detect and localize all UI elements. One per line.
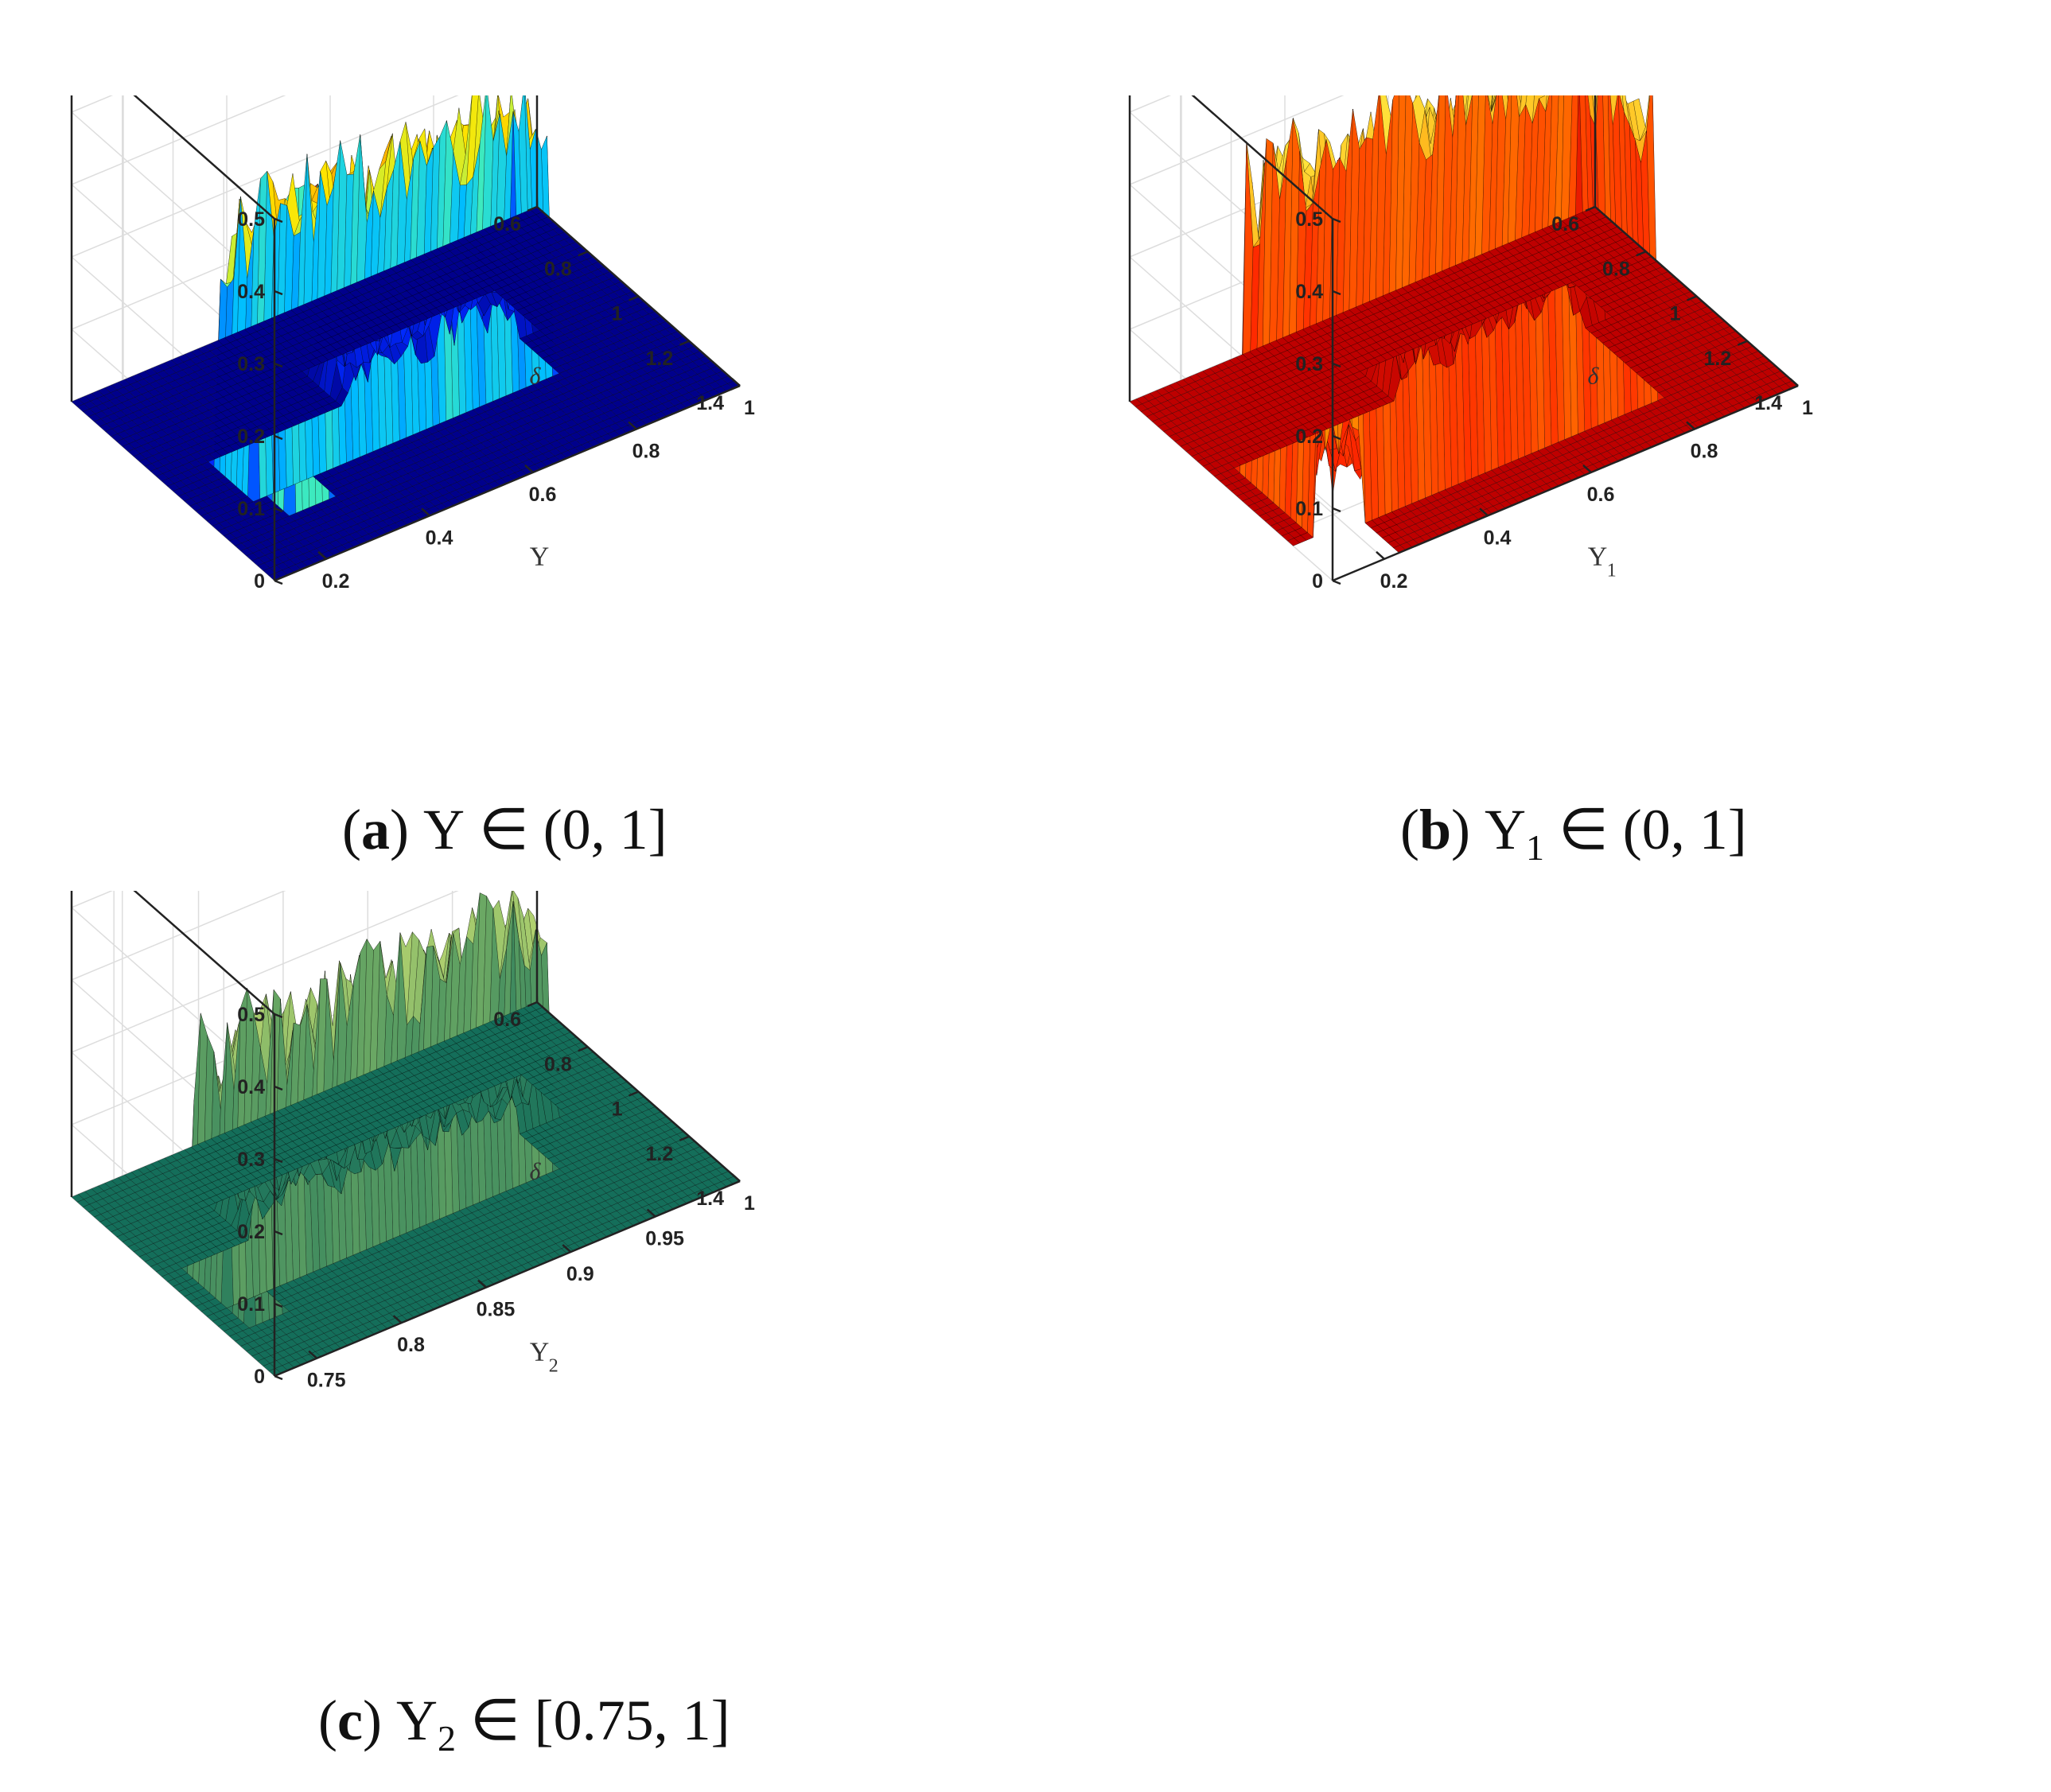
x-tick <box>628 421 637 430</box>
surface-chart-b: 00.10.20.30.40.50.20.40.60.810.60.811.21… <box>1128 95 1813 593</box>
x-tick-label: 1 <box>744 397 755 419</box>
y-tick <box>527 205 538 212</box>
x-tick-label: 0.2 <box>322 570 350 593</box>
x-axis-label: Υ <box>530 542 550 571</box>
y-tick <box>730 384 741 391</box>
grid-line <box>1129 95 1345 185</box>
x-tick-label: 0.8 <box>632 440 660 462</box>
grid-line <box>71 95 114 113</box>
z-tick <box>274 290 283 296</box>
x-tick <box>317 550 327 560</box>
z-tick-label: 0.1 <box>237 498 265 520</box>
x-tick-label: 0.6 <box>529 484 557 506</box>
z-tick <box>274 507 283 513</box>
z-tick-label: 0.2 <box>237 426 265 448</box>
y-tick-label: 1.4 <box>696 392 724 414</box>
chart-panel-a: 0 0.1 0.2 0.3 0.4 0.5 0.2 0.4 0.6 0.8 1 0.6 0.8 1 1.2 1… <box>48 95 1034 891</box>
surface <box>71 95 741 581</box>
z-tick-label: 0.3 <box>237 353 265 375</box>
chart-panel-b: 0 0.1 0.2 0.3 0.4 0.5 0.2 0.4 0.6 0.8 1 0.6 0.8 1 1.2 1… <box>1106 95 2051 891</box>
z-tick <box>274 362 283 368</box>
surface-chart-a: 0 0.1 0.2 0.3 0.4 0.5 0.2 0.4 0.6 0.8 1 0.6 0.8 1 1.2 1… <box>70 95 755 593</box>
y-tick <box>679 340 690 346</box>
z-tick-label: 0 <box>254 570 265 593</box>
x-tick <box>731 378 741 387</box>
z-tick-label: 0.5 <box>237 208 265 231</box>
z-tick <box>274 217 283 224</box>
y-tick-label: 0.6 <box>493 213 521 235</box>
z-tick <box>274 579 283 585</box>
y-tick-label: 0.8 <box>544 258 572 280</box>
y-axis-label: δ <box>530 363 542 390</box>
x-tick-label: 0.4 <box>426 527 453 549</box>
x-tick <box>421 507 430 517</box>
y-tick-label: 1 <box>612 303 623 325</box>
z-tick <box>274 434 283 441</box>
y-tick <box>629 295 639 301</box>
axis-edge <box>274 384 741 582</box>
y-tick <box>578 251 589 257</box>
grid-line <box>71 95 286 185</box>
z-tick-label: 0.4 <box>237 281 265 303</box>
grid-line <box>71 95 459 258</box>
y-tick-label: 1.2 <box>645 348 673 370</box>
surface <box>1129 95 1799 554</box>
x-tick <box>524 464 534 473</box>
axis-edge <box>133 95 275 220</box>
